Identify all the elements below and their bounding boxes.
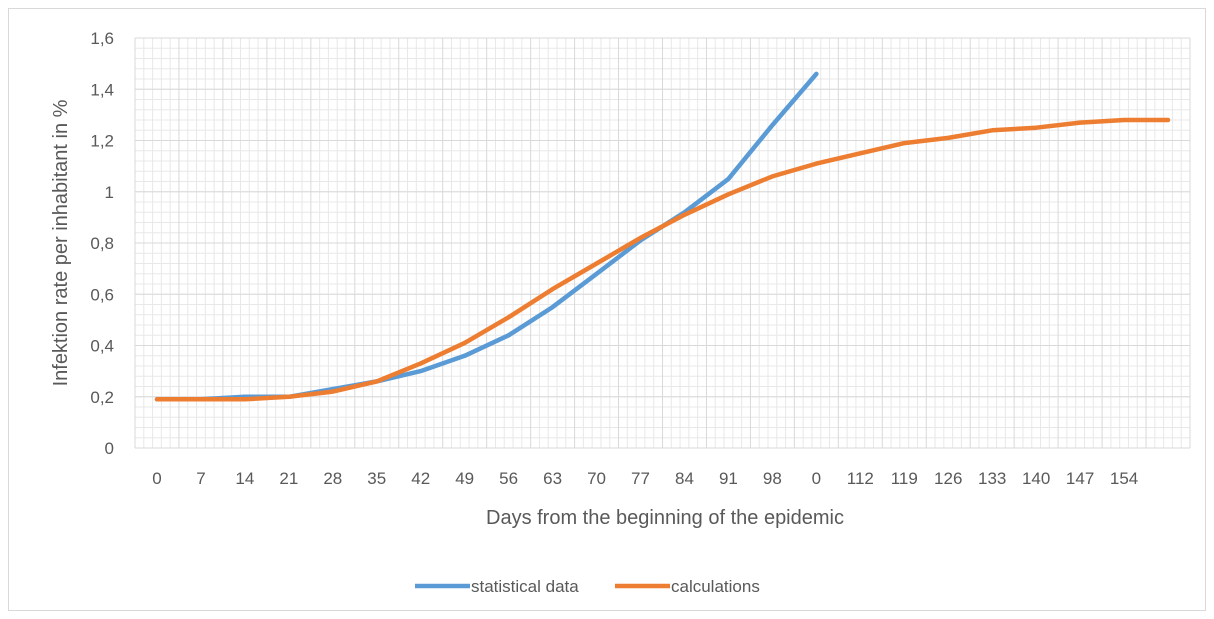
x-tick-label: 42 — [411, 469, 430, 488]
x-tick-label: 7 — [196, 469, 205, 488]
x-tick-label: 14 — [235, 469, 254, 488]
y-tick-label: 1,2 — [90, 132, 114, 151]
x-tick-label: 126 — [934, 469, 962, 488]
legend-label: calculations — [671, 577, 760, 596]
y-tick-label: 1,6 — [90, 29, 114, 48]
y-tick-label: 0,8 — [90, 234, 114, 253]
y-tick-label: 0,4 — [90, 337, 114, 356]
x-tick-label: 98 — [763, 469, 782, 488]
x-tick-label: 154 — [1110, 469, 1138, 488]
series-line-calculations — [154, 117, 1171, 402]
x-tick-label: 147 — [1066, 469, 1094, 488]
x-tick-label: 21 — [279, 469, 298, 488]
x-tick-label: 140 — [1022, 469, 1050, 488]
x-tick-label: 112 — [847, 469, 874, 488]
x-tick-label: 77 — [631, 469, 650, 488]
y-tick-label: 0,6 — [90, 285, 114, 304]
x-axis-ticks: 0 7 14 21 28 35 42 49 56 63 70 77 84 91 98 0 112 119 126 13… — [152, 469, 1138, 488]
series-lines — [154, 71, 1171, 402]
x-tick-label: 0 — [812, 469, 821, 488]
x-tick-label: 119 — [891, 469, 918, 488]
x-tick-label: 0 — [152, 469, 161, 488]
x-axis-title: Days from the beginning of the epidemic — [486, 507, 844, 529]
chart-frame — [8, 8, 1206, 611]
x-tick-label: 56 — [499, 469, 518, 488]
legend: statistical data calculations — [415, 577, 760, 596]
x-tick-label: 70 — [587, 469, 606, 488]
y-tick-label: 0,2 — [90, 388, 114, 407]
y-tick-label: 1 — [105, 183, 114, 202]
major-gridlines — [134, 37, 1191, 449]
x-tick-label: 84 — [675, 469, 694, 488]
y-axis-ticks: 0 0,2 0,4 0,6 0,8 1 1,2 1,4 1,6 — [90, 29, 114, 458]
x-tick-label: 133 — [978, 469, 1006, 488]
x-tick-label: 49 — [455, 469, 474, 488]
x-tick-label: 63 — [543, 469, 562, 488]
x-tick-label: 35 — [367, 469, 386, 488]
x-tick-label: 28 — [323, 469, 342, 488]
y-tick-label: 1,4 — [90, 80, 114, 99]
y-tick-label: 0 — [105, 439, 114, 458]
x-tick-label: 91 — [719, 469, 738, 488]
y-axis-title: Infektion rate per inhabitant in % — [50, 99, 72, 386]
legend-label: statistical data — [471, 577, 579, 596]
